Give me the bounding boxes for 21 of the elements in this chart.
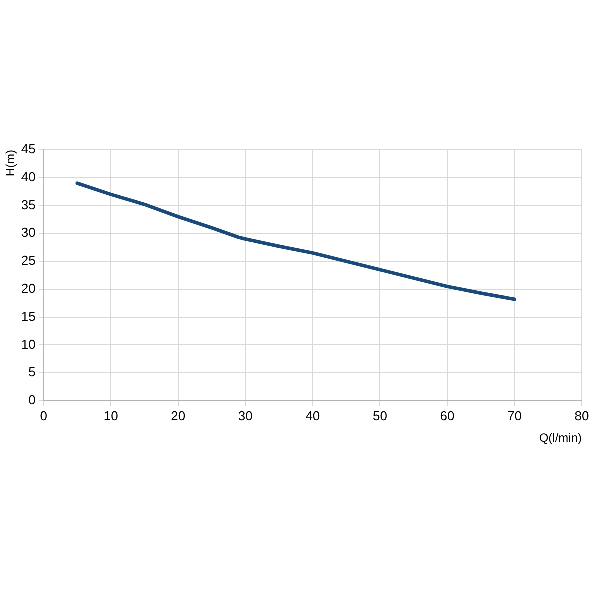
y-axis-title: H(m) [4, 150, 18, 177]
x-tick-label: 30 [238, 408, 253, 424]
x-tick-label: 80 [574, 408, 590, 424]
x-tick-label: 10 [104, 408, 118, 424]
x-tick-label: 40 [306, 408, 320, 424]
y-tick-label: 20 [21, 281, 36, 296]
x-tick-label: 60 [440, 408, 455, 424]
y-tick-label: 40 [21, 169, 36, 184]
y-tick-label: 10 [21, 336, 36, 352]
y-tick-label: 35 [21, 197, 36, 212]
y-tick-label: 15 [21, 308, 36, 324]
y-tick-label: 0 [28, 392, 36, 408]
y-tick-label: 30 [21, 225, 36, 240]
x-tick-label: 20 [171, 408, 186, 424]
y-tick-label: 45 [21, 142, 36, 157]
x-tick-label: 50 [372, 408, 388, 424]
x-tick-label: 70 [508, 408, 522, 424]
y-tick-label: 25 [21, 253, 36, 268]
x-axis-title: Q(l/min) [539, 431, 582, 446]
x-tick-label: 0 [40, 408, 48, 424]
y-tick-label: 5 [28, 364, 36, 380]
